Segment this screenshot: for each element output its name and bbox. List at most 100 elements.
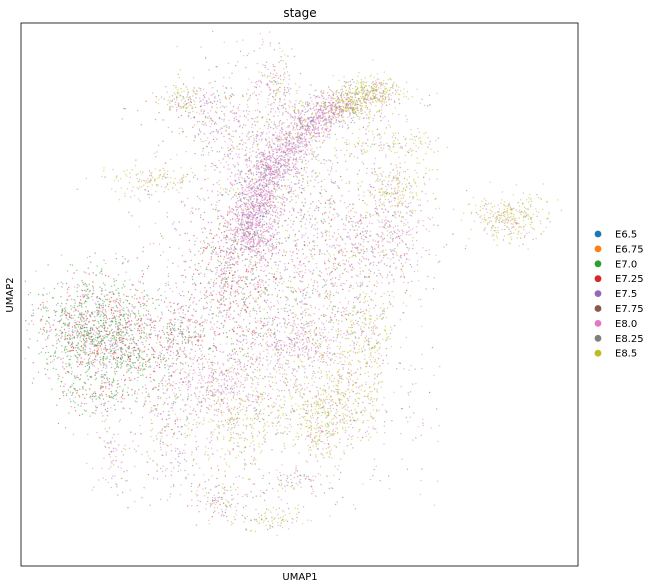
scatter-point	[319, 377, 321, 379]
scatter-point	[376, 391, 379, 393]
scatter-point	[77, 347, 80, 349]
scatter-point	[373, 384, 375, 386]
scatter-point	[145, 333, 148, 335]
scatter-point	[295, 298, 297, 300]
scatter-point	[172, 371, 175, 373]
scatter-point	[166, 266, 169, 268]
scatter-point	[139, 337, 141, 340]
scatter-point	[217, 194, 219, 196]
scatter-point	[268, 293, 270, 296]
scatter-point	[216, 234, 218, 236]
scatter-point	[71, 331, 74, 333]
scatter-point	[330, 318, 332, 320]
scatter-point	[345, 219, 347, 221]
scatter-point	[326, 422, 328, 425]
scatter-point	[168, 323, 170, 325]
scatter-point	[90, 361, 92, 363]
scatter-point	[311, 438, 313, 440]
scatter-point	[184, 269, 186, 271]
scatter-point	[189, 369, 191, 371]
scatter-point	[318, 430, 320, 432]
scatter-point	[248, 312, 251, 315]
scatter-point	[70, 308, 73, 310]
scatter-point	[248, 282, 251, 284]
scatter-point	[81, 413, 84, 415]
scatter-point	[146, 353, 148, 356]
scatter-point	[394, 268, 397, 270]
scatter-point	[203, 321, 205, 323]
scatter-point	[233, 367, 236, 370]
scatter-point	[241, 279, 243, 282]
scatter-point	[239, 335, 241, 337]
scatter-point	[194, 355, 196, 357]
scatter-point	[290, 398, 293, 400]
scatter-point	[96, 345, 98, 347]
scatter-point	[45, 345, 48, 348]
scatter-point	[275, 403, 277, 405]
scatter-point	[291, 341, 293, 344]
scatter-point	[124, 343, 126, 346]
scatter-point	[207, 393, 209, 396]
scatter-point	[157, 334, 159, 337]
scatter-point	[302, 289, 304, 292]
scatter-point	[292, 305, 294, 308]
scatter-point	[124, 326, 127, 329]
scatter-point	[306, 435, 308, 438]
scatter-point	[150, 320, 152, 322]
scatter-point	[64, 334, 66, 336]
scatter-point	[331, 328, 333, 331]
scatter-point	[125, 349, 127, 352]
scatter-point	[128, 311, 130, 313]
scatter-point	[381, 381, 384, 383]
scatter-point	[321, 341, 323, 343]
scatter-point	[250, 386, 253, 388]
scatter-point	[117, 334, 119, 336]
scatter-point	[73, 325, 76, 327]
scatter-point	[374, 351, 376, 353]
scatter-point	[229, 293, 232, 295]
scatter-point	[139, 424, 141, 427]
scatter-point	[199, 421, 201, 424]
scatter-point	[39, 328, 42, 330]
scatter-point	[170, 319, 173, 321]
scatter-point	[190, 365, 193, 368]
scatter-point	[142, 302, 144, 305]
scatter-point	[349, 321, 352, 323]
scatter-point	[359, 294, 361, 296]
scatter-point	[68, 327, 70, 330]
scatter-point	[259, 284, 261, 286]
scatter-point	[223, 382, 225, 384]
scatter-point	[337, 352, 339, 355]
scatter-point	[386, 230, 389, 232]
scatter-point	[305, 403, 307, 406]
scatter-point	[231, 418, 234, 420]
scatter-point	[108, 317, 111, 320]
scatter-point	[170, 383, 172, 386]
scatter-point	[118, 339, 121, 341]
scatter-point	[195, 322, 197, 324]
scatter-point	[42, 333, 44, 335]
scatter-point	[358, 345, 361, 347]
scatter-point	[83, 324, 85, 326]
scatter-point	[267, 364, 269, 366]
scatter-point	[188, 298, 191, 301]
scatter-point	[318, 436, 321, 438]
scatter-point	[324, 292, 326, 294]
scatter-point	[244, 299, 247, 301]
scatter-point	[229, 259, 231, 261]
scatter-point	[283, 389, 286, 392]
scatter-point	[284, 362, 287, 365]
scatter-point	[298, 273, 300, 275]
scatter-point	[253, 283, 256, 285]
scatter-point	[320, 358, 323, 360]
scatter-point	[206, 437, 208, 440]
scatter-point	[221, 315, 224, 317]
scatter-point	[49, 324, 51, 326]
scatter-point	[81, 303, 83, 305]
scatter-point	[384, 330, 387, 332]
scatter-point	[121, 365, 123, 368]
scatter-point	[349, 312, 351, 315]
scatter-point	[60, 281, 62, 283]
scatter-point	[313, 370, 315, 373]
scatter-point	[80, 332, 83, 334]
